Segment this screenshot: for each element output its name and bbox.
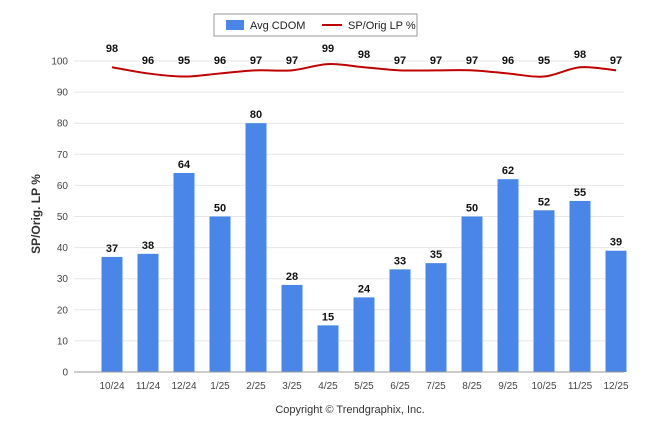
bar-value-label: 64: [178, 159, 191, 171]
y-axis-label: SP/Orig. LP %: [29, 174, 43, 254]
x-tick-label: 12/24: [171, 381, 196, 392]
bar: [425, 263, 447, 372]
bar: [317, 325, 339, 372]
x-tick-label: 7/25: [426, 381, 446, 392]
bar: [389, 269, 411, 372]
line-series-path: [111, 63, 617, 78]
bar: [461, 216, 483, 372]
bar-value-label: 33: [394, 255, 406, 267]
bar: [569, 200, 591, 372]
line-value-label: 95: [178, 55, 190, 67]
x-tick-label: 2/25: [246, 381, 266, 392]
x-tick-label: 12/25: [603, 381, 628, 392]
bar: [281, 284, 303, 372]
bar-value-label: 35: [430, 249, 442, 261]
line-value-label: 97: [466, 55, 478, 67]
bar-value-label: 15: [322, 311, 334, 323]
line-value-label: 96: [502, 55, 514, 67]
bar-value-label: 55: [574, 187, 586, 199]
line-series: [111, 63, 617, 78]
legend-swatch-avg-cdom: [226, 20, 244, 30]
copyright-footer: Copyright © Trendgraphix, Inc.: [275, 404, 424, 416]
legend-label-avg-cdom: Avg CDOM: [250, 20, 305, 32]
bar-value-label: 28: [286, 271, 298, 283]
x-tick-label: 4/25: [318, 381, 338, 392]
x-tick-label: 11/24: [136, 381, 161, 392]
bar-value-label: 50: [466, 203, 478, 215]
line-value-label: 97: [610, 55, 622, 67]
x-tick-label: 8/25: [462, 381, 482, 392]
x-tick-label: 10/25: [531, 381, 556, 392]
x-tick-label: 10/24: [99, 381, 124, 392]
y-tick-label: 70: [57, 150, 69, 161]
bar: [353, 297, 375, 372]
legend[interactable]: Avg CDOM SP/Orig LP %: [213, 13, 418, 37]
legend-label-sp-orig-lp: SP/Orig LP %: [348, 20, 416, 32]
legend-box: [213, 13, 418, 37]
line-value-label: 96: [214, 55, 226, 67]
x-tick-label: 3/25: [282, 381, 302, 392]
y-tick-label: 60: [57, 181, 69, 192]
x-tick-label: 1/25: [210, 381, 230, 392]
y-tick-label: 40: [57, 243, 69, 254]
x-tick-label: 11/25: [568, 381, 593, 392]
bar: [137, 253, 159, 372]
y-tick-label: 20: [57, 305, 69, 316]
bar: [209, 216, 231, 372]
x-tick-label: 9/25: [498, 381, 518, 392]
bar-value-label: 50: [214, 203, 226, 215]
bar-value-label: 38: [142, 240, 154, 252]
line-value-label: 97: [286, 55, 298, 67]
bar-value-label: 62: [502, 165, 514, 177]
bar: [245, 123, 267, 372]
y-tick-label: 90: [57, 88, 69, 99]
line-value-label: 99: [322, 43, 334, 55]
bar-value-label: 37: [106, 243, 118, 255]
x-tick-label: 6/25: [390, 381, 410, 392]
bar: [605, 250, 627, 372]
bar: [497, 179, 519, 372]
bars: [101, 123, 627, 372]
y-tick-label: 50: [57, 212, 69, 223]
bar: [101, 256, 123, 372]
line-value-label: 98: [574, 49, 586, 61]
line-value-label: 97: [430, 55, 442, 67]
bar-value-label: 39: [610, 237, 622, 249]
line-value-label: 95: [538, 55, 550, 67]
data-labels: 37 38 64 50 80 28 15 24 33 35 50 62 52 55 39 98 96 95 96 97…: [106, 43, 622, 323]
line-value-label: 98: [358, 49, 370, 61]
y-tick-label: 30: [57, 274, 69, 285]
y-tick-label: 10: [57, 336, 69, 347]
y-tick-label: 0: [62, 368, 68, 379]
line-value-label: 97: [394, 55, 406, 67]
axes: 0 10 20 30 40 50 60 70 80 90 100 10/24 11/24 12/24 1/2…: [51, 57, 629, 393]
bar: [533, 210, 555, 372]
y-tick-label: 100: [51, 57, 68, 68]
line-value-label: 97: [250, 55, 262, 67]
bar-value-label: 24: [358, 283, 371, 295]
gridlines: [74, 60, 624, 342]
bar: [173, 172, 195, 372]
bar-value-label: 52: [538, 196, 550, 208]
x-tick-label: 5/25: [354, 381, 374, 392]
line-value-label: 96: [142, 55, 154, 67]
bar-value-label: 80: [250, 109, 262, 121]
line-value-label: 98: [106, 43, 118, 55]
y-tick-label: 80: [57, 119, 69, 130]
